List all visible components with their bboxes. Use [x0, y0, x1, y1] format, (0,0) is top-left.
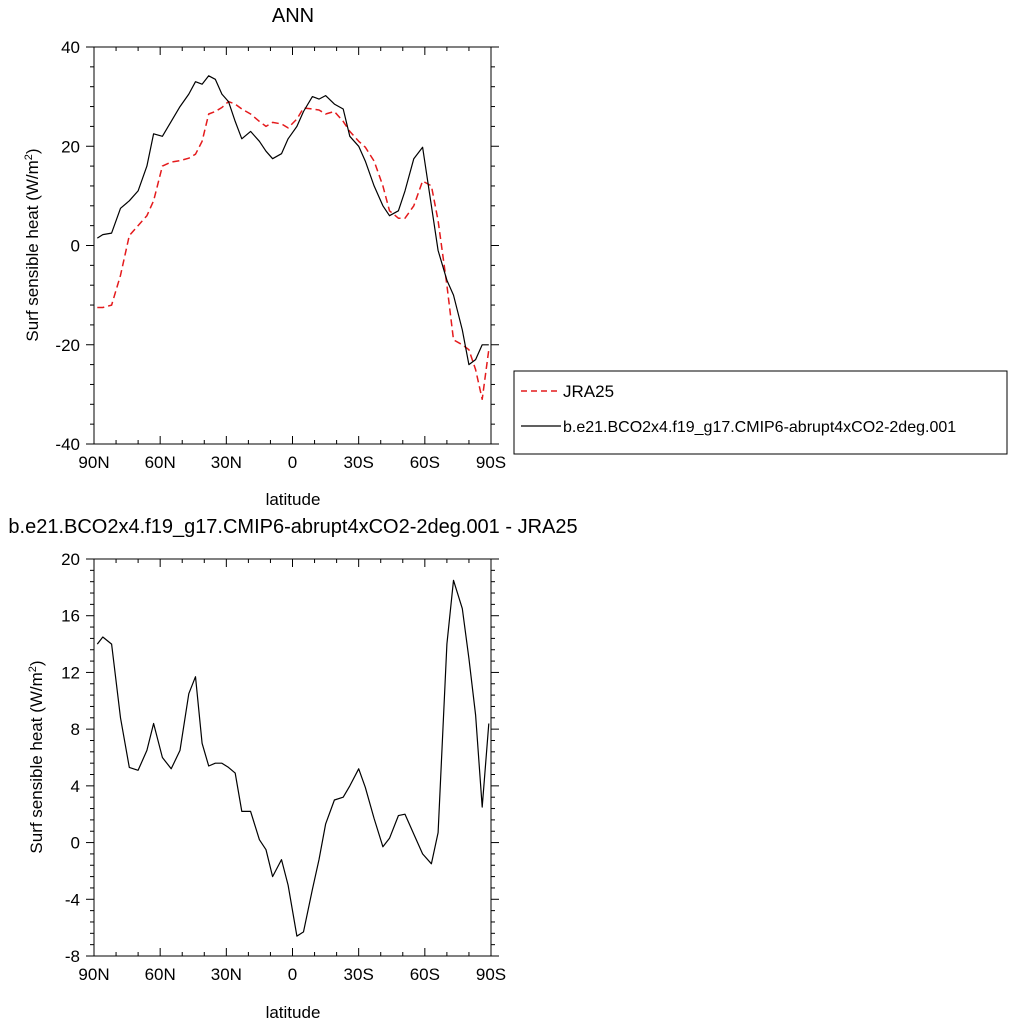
bottom-series-line-0: [96, 579, 490, 937]
top-xtick-label: 60N: [145, 453, 176, 472]
legend-label-model: b.e21.BCO2x4.f19_g17.CMIP6-abrupt4xCO2-2…: [563, 419, 956, 436]
top-ytick-label: -20: [55, 336, 80, 355]
bottom-ytick-label: 12: [61, 663, 80, 682]
bottom-xtick-label: 0: [288, 965, 297, 984]
bottom-ytick-label: 4: [71, 777, 80, 796]
bottom-ytick-label: 8: [71, 720, 80, 739]
legend-box: [513, 370, 1008, 455]
top-series-line-0: [97, 100, 490, 401]
legend: JRA25 b.e21.BCO2x4.f19_g17.CMIP6-abrupt4…: [513, 370, 1008, 455]
bottom-xtick-label: 30N: [211, 965, 242, 984]
bottom-ytick-label: -8: [65, 947, 80, 966]
bottom-xtick-label: 30S: [344, 965, 374, 984]
top-xtick-label: 90S: [476, 453, 506, 472]
top-panel: ANN 90N 60N 30N 0 30S 60S 90S -40 -20 0 20 40 lati…: [23, 5, 506, 509]
bottom-ytick-label: 0: [71, 834, 80, 853]
top-xtick-label: 60S: [410, 453, 440, 472]
bottom-ytick-label: -4: [65, 890, 80, 909]
top-ytick-label: 0: [71, 237, 80, 256]
top-xtick-label: 90N: [78, 453, 109, 472]
top-ytick-label: 40: [61, 38, 80, 57]
bottom-y-axis-label: Surf sensible heat (W/m2): [27, 660, 46, 853]
top-title: ANN: [272, 5, 314, 27]
top-ytick-label: 20: [61, 137, 80, 156]
bottom-xtick-label: 60S: [410, 965, 440, 984]
top-xtick-label: 30S: [344, 453, 374, 472]
bottom-xtick-label: 90N: [78, 965, 109, 984]
top-series-line-1: [96, 75, 489, 366]
bottom-x-axis-label: latitude: [266, 1003, 321, 1022]
legend-label-jra25: JRA25: [563, 382, 614, 401]
bottom-xtick-label: 60N: [145, 965, 176, 984]
top-plot-frame: [93, 46, 492, 445]
top-xtick-label: 0: [288, 453, 297, 472]
top-x-axis-label: latitude: [266, 490, 321, 509]
top-ytick-label: -40: [55, 435, 80, 454]
top-y-axis-label: Surf sensible heat (W/m2): [23, 148, 42, 341]
top-xtick-label: 30N: [211, 453, 242, 472]
bottom-ytick-label: 16: [61, 607, 80, 626]
bottom-panel: b.e21.BCO2x4.f19_g17.CMIP6-abrupt4xCO2-2…: [8, 516, 577, 1022]
bottom-xtick-label: 90S: [476, 965, 506, 984]
bottom-ytick-label: 20: [61, 550, 80, 569]
bottom-title: b.e21.BCO2x4.f19_g17.CMIP6-abrupt4xCO2-2…: [8, 516, 577, 538]
bottom-plot-frame: [93, 558, 492, 957]
